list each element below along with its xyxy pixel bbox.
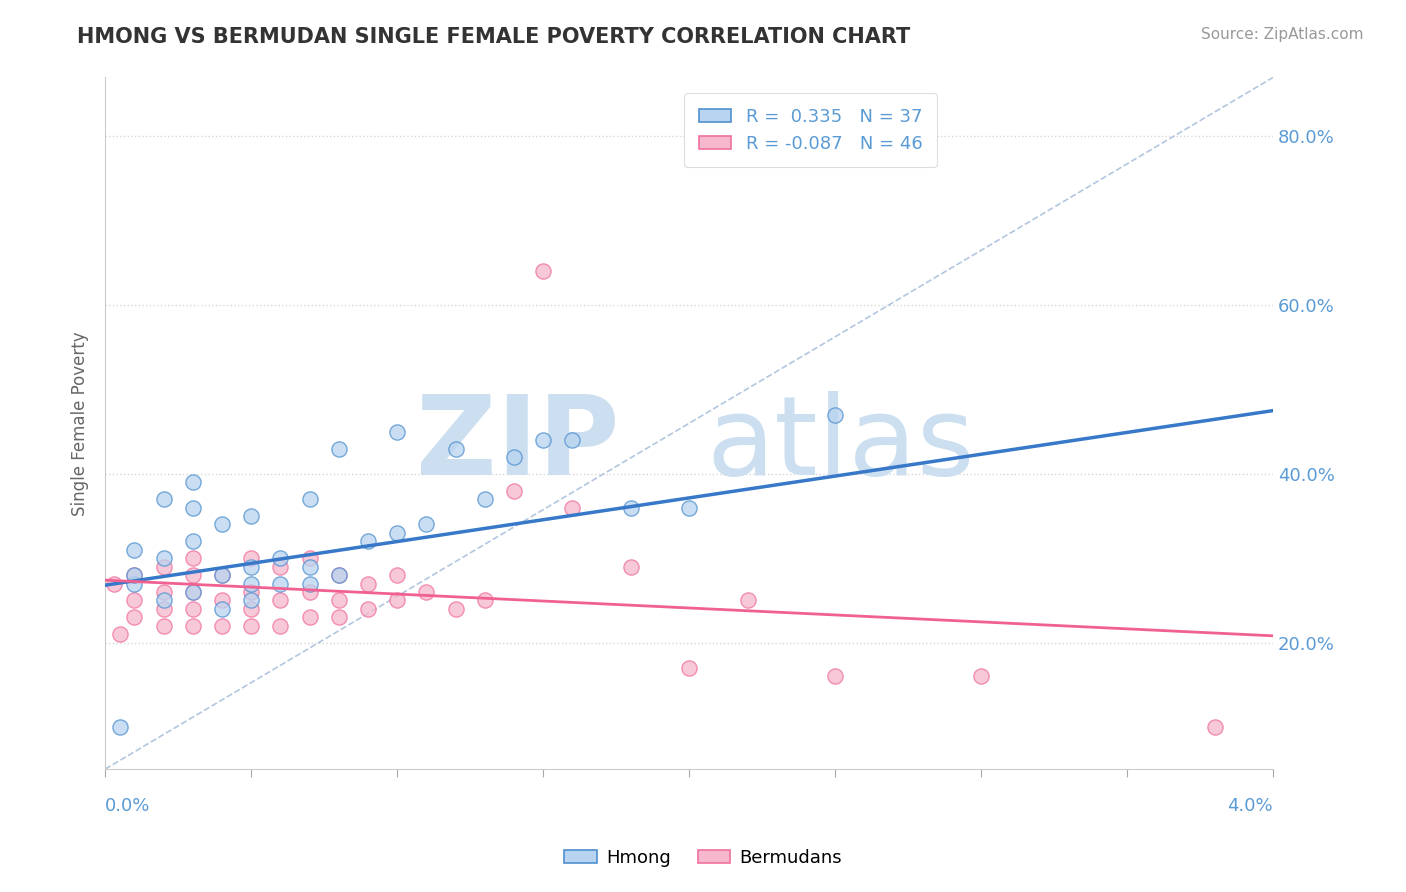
Text: ZIP: ZIP	[416, 391, 619, 498]
Point	[269, 576, 291, 591]
Point	[181, 585, 204, 599]
Point	[181, 500, 204, 515]
Point	[181, 618, 204, 632]
Point	[124, 593, 146, 607]
Point	[240, 618, 263, 632]
Point	[328, 442, 350, 456]
Point	[211, 593, 233, 607]
Point	[328, 610, 350, 624]
Point	[824, 408, 846, 422]
Point	[152, 492, 174, 507]
Point	[737, 593, 759, 607]
Point	[152, 593, 174, 607]
Point	[970, 669, 993, 683]
Point	[357, 534, 380, 549]
Point	[415, 585, 437, 599]
Point	[824, 669, 846, 683]
Point	[211, 602, 233, 616]
Point	[531, 433, 554, 447]
Text: 0.0%: 0.0%	[105, 797, 150, 814]
Point	[152, 618, 174, 632]
Point	[385, 425, 408, 439]
Point	[269, 559, 291, 574]
Point	[357, 576, 380, 591]
Point	[211, 568, 233, 582]
Point	[415, 517, 437, 532]
Point	[298, 492, 321, 507]
Point	[298, 576, 321, 591]
Point	[298, 559, 321, 574]
Point	[152, 551, 174, 566]
Point	[124, 568, 146, 582]
Point	[444, 442, 467, 456]
Point	[531, 264, 554, 278]
Point	[385, 525, 408, 540]
Point	[181, 534, 204, 549]
Point	[240, 559, 263, 574]
Text: atlas: atlas	[707, 391, 976, 498]
Point	[108, 627, 131, 641]
Text: Source: ZipAtlas.com: Source: ZipAtlas.com	[1201, 27, 1364, 42]
Point	[152, 602, 174, 616]
Point	[240, 585, 263, 599]
Point	[561, 433, 583, 447]
Legend: R =  0.335   N = 37, R = -0.087   N = 46: R = 0.335 N = 37, R = -0.087 N = 46	[685, 94, 936, 168]
Point	[298, 585, 321, 599]
Point	[678, 661, 700, 675]
Point	[678, 500, 700, 515]
Point	[328, 568, 350, 582]
Point	[474, 492, 496, 507]
Point	[385, 568, 408, 582]
Point	[211, 568, 233, 582]
Point	[240, 551, 263, 566]
Point	[108, 720, 131, 734]
Point	[357, 602, 380, 616]
Point	[240, 602, 263, 616]
Point	[103, 576, 125, 591]
Point	[211, 618, 233, 632]
Text: 4.0%: 4.0%	[1227, 797, 1272, 814]
Point	[620, 559, 643, 574]
Legend: Hmong, Bermudans: Hmong, Bermudans	[557, 842, 849, 874]
Point	[298, 610, 321, 624]
Point	[298, 551, 321, 566]
Y-axis label: Single Female Poverty: Single Female Poverty	[72, 331, 89, 516]
Point	[181, 475, 204, 490]
Point	[503, 450, 526, 464]
Point	[269, 618, 291, 632]
Point	[385, 593, 408, 607]
Point	[181, 585, 204, 599]
Point	[181, 568, 204, 582]
Point	[181, 602, 204, 616]
Point	[211, 517, 233, 532]
Point	[240, 593, 263, 607]
Point	[124, 610, 146, 624]
Point	[240, 576, 263, 591]
Point	[124, 542, 146, 557]
Point	[240, 509, 263, 524]
Point	[269, 593, 291, 607]
Point	[444, 602, 467, 616]
Point	[269, 551, 291, 566]
Point	[328, 593, 350, 607]
Point	[620, 500, 643, 515]
Point	[503, 483, 526, 498]
Point	[474, 593, 496, 607]
Point	[152, 585, 174, 599]
Text: HMONG VS BERMUDAN SINGLE FEMALE POVERTY CORRELATION CHART: HMONG VS BERMUDAN SINGLE FEMALE POVERTY …	[77, 27, 911, 46]
Point	[124, 568, 146, 582]
Point	[181, 551, 204, 566]
Point	[124, 576, 146, 591]
Point	[152, 559, 174, 574]
Point	[328, 568, 350, 582]
Point	[561, 500, 583, 515]
Point	[1204, 720, 1226, 734]
